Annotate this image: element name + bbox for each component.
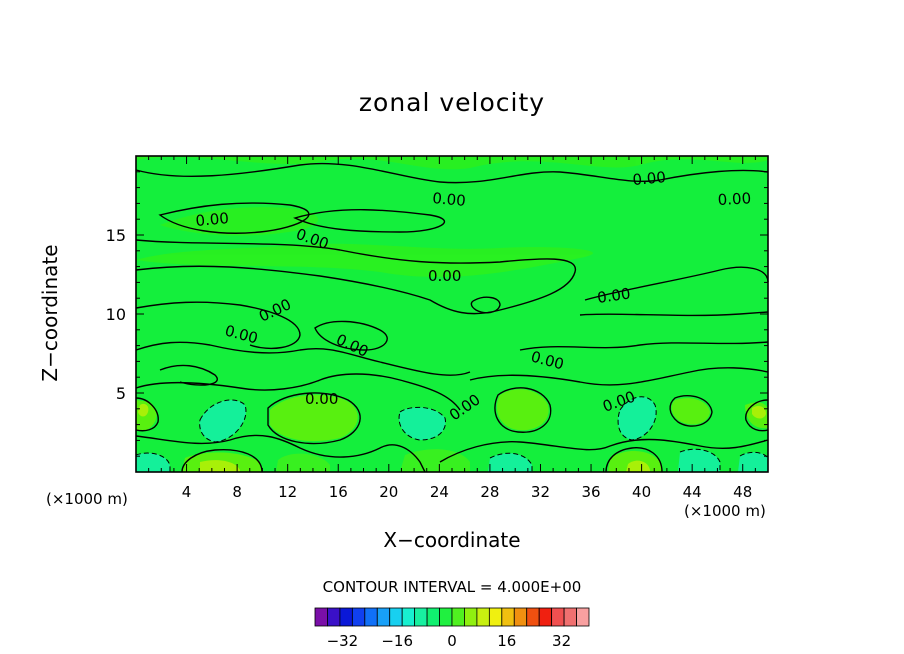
x-tick-label: 28 bbox=[480, 483, 499, 501]
colorbar-swatch bbox=[414, 607, 428, 627]
colorbar-swatch bbox=[401, 607, 416, 627]
colorbar-swatch bbox=[439, 607, 453, 627]
x-tick-label: 36 bbox=[581, 483, 600, 501]
colorbar: −32 −16 0 16 32 bbox=[314, 607, 590, 650]
colorbar-tick-label: −32 bbox=[327, 632, 359, 650]
x-units-label: (×1000 m) bbox=[684, 502, 766, 520]
colorbar-tick-label: 0 bbox=[447, 632, 457, 650]
x-tick-label: 8 bbox=[232, 483, 242, 501]
colorbar-swatch bbox=[389, 607, 403, 627]
contour-label: 0.00 bbox=[632, 168, 667, 189]
contour-label: 0.00 bbox=[432, 189, 467, 210]
colorbar-swatch bbox=[376, 607, 391, 627]
y-units-label: (×1000 m) bbox=[46, 490, 128, 508]
colorbar-swatch bbox=[526, 607, 540, 627]
contour-label: 0.00 bbox=[305, 390, 338, 408]
contour-label: 0.00 bbox=[596, 284, 632, 306]
x-tick-label: 20 bbox=[379, 483, 398, 501]
contour-interval-text: CONTOUR INTERVAL = 4.000E+00 bbox=[322, 578, 582, 596]
colorbar-swatch bbox=[576, 607, 590, 627]
negative-contour-lines bbox=[135, 396, 769, 472]
y-tick-label: 5 bbox=[116, 384, 126, 403]
colorbar-tick-label: 16 bbox=[497, 632, 516, 650]
colorbar-swatch bbox=[327, 607, 341, 627]
colorbar-swatch bbox=[551, 607, 565, 627]
x-tick-label: 44 bbox=[683, 483, 702, 501]
positive-shading bbox=[136, 156, 768, 278]
colorbar-tick-label: 32 bbox=[552, 632, 571, 650]
contour-label: 0.00 bbox=[428, 267, 461, 285]
colorbar-swatch bbox=[451, 607, 465, 627]
colorbar-swatch bbox=[426, 607, 440, 627]
x-tick-label: 40 bbox=[632, 483, 651, 501]
colorbar-tick-label: −16 bbox=[381, 632, 413, 650]
negative-lobes bbox=[136, 396, 768, 472]
colorbar-swatch bbox=[488, 607, 503, 627]
x-tick-label: 24 bbox=[430, 483, 449, 501]
y-tick-label: 15 bbox=[106, 226, 126, 245]
x-tick-label: 16 bbox=[329, 483, 348, 501]
colorbar-swatch bbox=[501, 607, 515, 627]
colorbar-swatch bbox=[538, 607, 553, 627]
x-tick-label: 32 bbox=[531, 483, 550, 501]
chart-title: zonal velocity bbox=[358, 88, 546, 117]
x-tick-label: 12 bbox=[278, 483, 297, 501]
x-tick-label: 48 bbox=[733, 483, 752, 501]
contour-label: 0.00 bbox=[717, 189, 751, 209]
contour-lines bbox=[135, 162, 769, 473]
colorbar-swatch bbox=[464, 607, 478, 627]
colorbar-swatch bbox=[339, 607, 353, 627]
contour-label: 0.00 bbox=[195, 209, 230, 230]
colorbar-swatch bbox=[476, 607, 490, 627]
colorbar-swatch bbox=[364, 607, 378, 627]
colorbar-swatch bbox=[314, 607, 328, 627]
positive-lobes bbox=[136, 389, 768, 472]
x-tick-label: 4 bbox=[182, 483, 192, 501]
colorbar-swatch bbox=[513, 607, 528, 627]
x-axis-label: X−coordinate bbox=[383, 528, 521, 552]
y-tick-label: 10 bbox=[106, 305, 126, 324]
colorbar-swatch bbox=[351, 607, 366, 627]
colorbar-swatch bbox=[563, 607, 577, 627]
